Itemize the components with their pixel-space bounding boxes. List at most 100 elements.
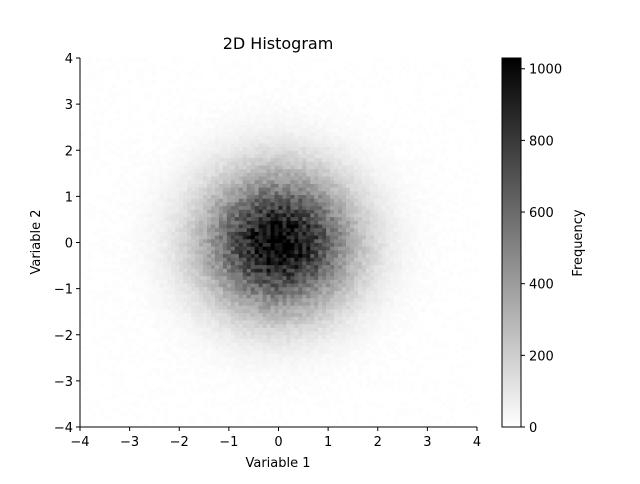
heatmap-cell <box>282 187 287 192</box>
heatmap-cell <box>135 194 141 199</box>
heatmap-cell <box>330 364 335 369</box>
heatmap-cell <box>147 235 152 240</box>
heatmap-cell <box>171 161 176 166</box>
heatmap-cell <box>330 371 335 376</box>
heatmap-cell <box>286 183 291 188</box>
heatmap-cell <box>159 94 164 100</box>
heatmap-cell <box>302 131 307 136</box>
heatmap-cell <box>242 65 248 70</box>
heatmap-cell <box>238 109 244 114</box>
heatmap-cell <box>179 179 184 184</box>
heatmap-cell <box>211 176 216 181</box>
heatmap-cell <box>155 356 160 362</box>
heatmap-cell <box>123 264 129 269</box>
heatmap-cell <box>278 327 283 332</box>
heatmap-cell <box>159 190 164 196</box>
heatmap-cell <box>191 331 196 336</box>
heatmap-cell <box>199 272 204 277</box>
heatmap-cell <box>302 157 307 162</box>
heatmap-cell <box>222 331 228 336</box>
heatmap-cell <box>226 323 232 328</box>
heatmap-cell <box>274 105 279 111</box>
heatmap-cell <box>195 294 200 299</box>
heatmap-cell <box>183 272 188 277</box>
heatmap-cell <box>282 290 287 295</box>
heatmap-cell <box>322 323 327 328</box>
heatmap-cell <box>195 371 200 376</box>
heatmap-cell <box>187 224 192 229</box>
heatmap-cell <box>135 172 141 177</box>
heatmap-cell <box>203 294 208 299</box>
heatmap-cell <box>230 375 236 380</box>
heatmap-cell <box>147 272 152 277</box>
heatmap-cell <box>262 231 268 236</box>
heatmap-cell <box>286 153 291 159</box>
heatmap-cell <box>147 150 152 155</box>
heatmap-cell <box>163 345 168 351</box>
heatmap-cell <box>349 331 355 336</box>
heatmap-cell <box>314 120 319 125</box>
heatmap-cell <box>258 246 264 251</box>
heatmap-cell <box>242 297 248 303</box>
heatmap-cell <box>318 319 323 325</box>
heatmap-cell <box>226 157 232 162</box>
heatmap-cell <box>187 238 192 243</box>
heatmap-cell <box>159 393 164 398</box>
heatmap-cell <box>111 61 117 66</box>
heatmap-cell <box>191 260 196 266</box>
heatmap-cell <box>318 342 323 347</box>
heatmap-cell <box>314 423 319 428</box>
heatmap-cell <box>171 356 176 362</box>
heatmap-cell <box>286 135 291 140</box>
heatmap-cell <box>163 179 168 184</box>
heatmap-cell <box>338 231 343 236</box>
heatmap-cell <box>262 105 268 111</box>
heatmap-cell <box>171 275 176 280</box>
heatmap-cell <box>274 279 279 284</box>
heatmap-cell <box>282 157 287 162</box>
heatmap-cell <box>254 301 260 306</box>
heatmap-cell <box>262 279 268 284</box>
heatmap-cell <box>318 253 323 258</box>
heatmap-cell <box>306 312 311 317</box>
heatmap-cell <box>345 260 351 266</box>
heatmap-cell <box>151 283 156 288</box>
heatmap-cell <box>250 142 256 148</box>
heatmap-cell <box>282 142 287 148</box>
heatmap-cell <box>270 323 276 328</box>
heatmap-cell <box>306 331 311 336</box>
heatmap-cell <box>179 235 184 240</box>
heatmap-cell <box>135 242 141 247</box>
heatmap-cell <box>214 113 220 118</box>
heatmap-cell <box>250 172 256 177</box>
heatmap-cell <box>119 264 125 269</box>
heatmap-cell <box>203 305 208 310</box>
heatmap-cell <box>238 65 244 70</box>
heatmap-cell <box>310 187 315 192</box>
heatmap-cell <box>314 161 319 166</box>
heatmap-cell <box>99 294 105 299</box>
heatmap-cell <box>334 194 339 199</box>
heatmap-cell <box>294 242 299 247</box>
heatmap-cell <box>191 257 196 262</box>
heatmap-cell <box>234 146 240 151</box>
heatmap-cell <box>322 294 327 299</box>
heatmap-cell <box>159 257 164 262</box>
heatmap-cell <box>353 342 359 347</box>
heatmap-cell <box>195 249 200 255</box>
heatmap-cell <box>135 139 141 144</box>
heatmap-cell <box>99 87 105 92</box>
heatmap-cell <box>155 161 160 166</box>
heatmap-cell <box>211 356 216 362</box>
heatmap-cell <box>274 331 279 336</box>
heatmap-cell <box>242 153 248 159</box>
heatmap-cell <box>345 242 351 247</box>
heatmap-cell <box>199 179 204 184</box>
heatmap-cell <box>218 179 224 184</box>
heatmap-cell <box>131 279 137 284</box>
heatmap-cell <box>175 124 180 129</box>
heatmap-cell <box>139 161 145 166</box>
heatmap-cell <box>131 253 137 258</box>
heatmap-cell <box>306 102 311 107</box>
heatmap-cell <box>214 382 220 387</box>
